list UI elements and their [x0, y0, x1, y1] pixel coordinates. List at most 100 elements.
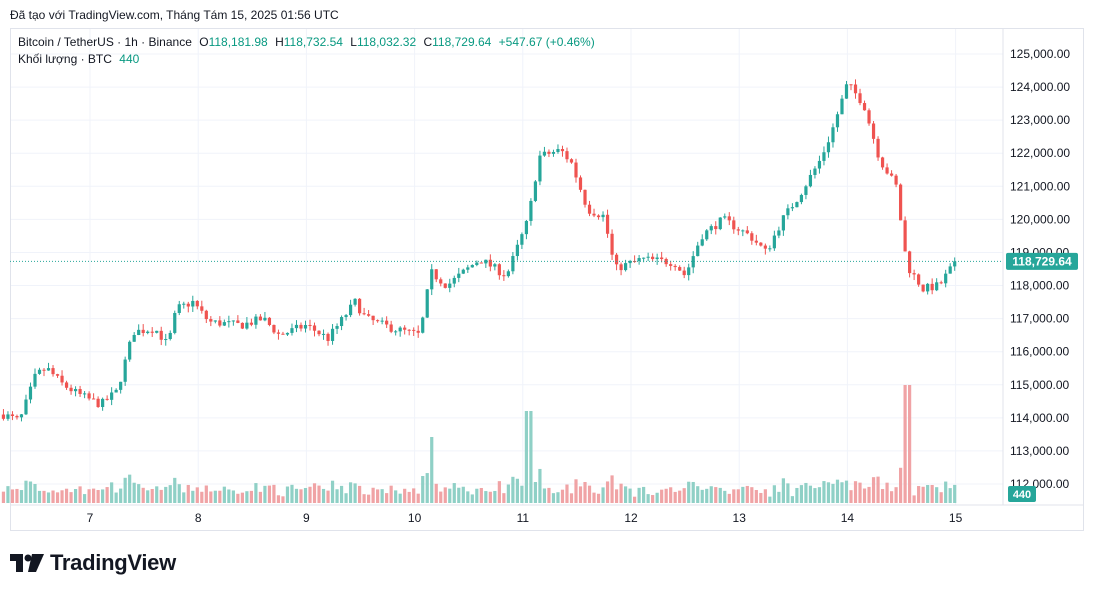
volume-bar	[87, 489, 91, 503]
candle-body	[1, 414, 6, 419]
volume-bar	[813, 488, 817, 503]
candle-body	[101, 398, 105, 408]
volume-bar	[421, 476, 425, 503]
candle-body	[236, 320, 240, 323]
candle-body	[141, 329, 145, 334]
candle-body	[673, 265, 677, 268]
candle-body	[502, 275, 506, 277]
tradingview-logo[interactable]: TradingView	[10, 550, 176, 576]
candle-body	[272, 324, 276, 333]
candle-body	[862, 103, 867, 111]
volume-bar	[281, 496, 285, 503]
candle-body	[912, 273, 916, 275]
time-axis: 7 8 9 10 11 12 13 14 15	[87, 511, 963, 525]
candle-body	[745, 230, 749, 234]
candle-body	[218, 320, 222, 326]
volume-legend: Khối lượng · BTC 440	[18, 52, 143, 66]
candle-body	[51, 368, 55, 375]
volume-value: 440	[119, 52, 140, 66]
candle-body	[281, 333, 285, 335]
volume-bar	[479, 487, 483, 503]
volume-bar	[533, 482, 538, 503]
volume-label[interactable]: Khối lượng · BTC	[18, 52, 112, 66]
volume-bar	[921, 486, 925, 503]
volume-bar	[835, 479, 840, 503]
volume-bar	[367, 494, 371, 503]
volume-bar	[930, 484, 934, 503]
created-with-caption: Đã tạo với TradingView.com, Tháng Tám 15…	[10, 8, 339, 22]
volume-bar	[394, 490, 398, 503]
candle-body	[560, 149, 565, 152]
volume-bar	[60, 490, 64, 503]
volume-bar	[826, 482, 831, 503]
candle-body	[876, 138, 880, 158]
volume-bar	[651, 495, 655, 503]
candle-body	[835, 114, 840, 128]
candle-body	[587, 204, 592, 214]
volume-bar	[380, 489, 384, 503]
candle-body	[227, 321, 231, 323]
candle-body	[299, 324, 303, 329]
volume-bar	[718, 487, 722, 503]
candle-body	[245, 322, 249, 329]
candle-body	[682, 270, 686, 276]
candle-body	[542, 151, 547, 156]
volume-bar	[538, 468, 542, 503]
volume-bar	[840, 482, 844, 503]
volume-bar	[736, 489, 740, 503]
volume-bar	[898, 467, 903, 503]
candle-body	[781, 215, 785, 231]
volume-bar	[308, 486, 312, 503]
volume-bar	[150, 488, 154, 503]
volume-bar	[51, 490, 55, 503]
candle-body	[452, 277, 456, 284]
candle-body	[173, 312, 177, 333]
volume-bar	[741, 486, 745, 503]
candle-body	[795, 202, 799, 208]
candle-body	[240, 322, 244, 329]
candle-body	[371, 315, 375, 321]
candle-body	[506, 271, 510, 277]
candle-body	[903, 220, 907, 252]
symbol-title[interactable]: Bitcoin / TetherUS · 1h · Binance	[18, 35, 192, 49]
price-tick: 118,000.00	[1010, 279, 1069, 293]
volume-bar	[470, 494, 474, 503]
chart-frame[interactable]	[10, 28, 1084, 531]
volume-bar	[416, 493, 420, 503]
volume-bar	[817, 487, 822, 503]
candle-body	[750, 233, 754, 241]
volume-bar	[55, 492, 60, 503]
volume-bar	[871, 477, 876, 503]
candle-body	[556, 149, 560, 152]
candle-body	[804, 186, 808, 195]
price-tick: 123,000.00	[1010, 113, 1070, 127]
candle-body	[723, 216, 727, 218]
candle-body	[353, 298, 357, 305]
volume-bar	[565, 484, 569, 503]
volume-bar	[222, 486, 226, 503]
candle-body	[732, 220, 736, 230]
candle-body	[935, 282, 939, 291]
candle-body	[128, 341, 132, 360]
candle-body	[155, 330, 159, 333]
volume-bar	[511, 476, 515, 503]
volume-bar	[376, 489, 380, 503]
volume-bar	[258, 491, 263, 503]
volume-bar	[569, 493, 574, 503]
candle-body	[213, 320, 217, 322]
volume-bar	[434, 483, 438, 503]
volume-bar	[515, 478, 519, 503]
volume-bar	[177, 484, 181, 503]
volume-bar	[285, 486, 290, 503]
candle-body	[642, 257, 646, 259]
candle-body	[849, 84, 853, 86]
volume-bar	[894, 487, 898, 503]
volume-bar	[786, 483, 790, 503]
volume-bar	[330, 480, 335, 503]
volume-bar	[155, 486, 159, 503]
volume-bar	[700, 489, 704, 503]
candle-body	[200, 306, 204, 311]
volume-bar	[596, 493, 601, 503]
volume-bar	[290, 484, 294, 503]
